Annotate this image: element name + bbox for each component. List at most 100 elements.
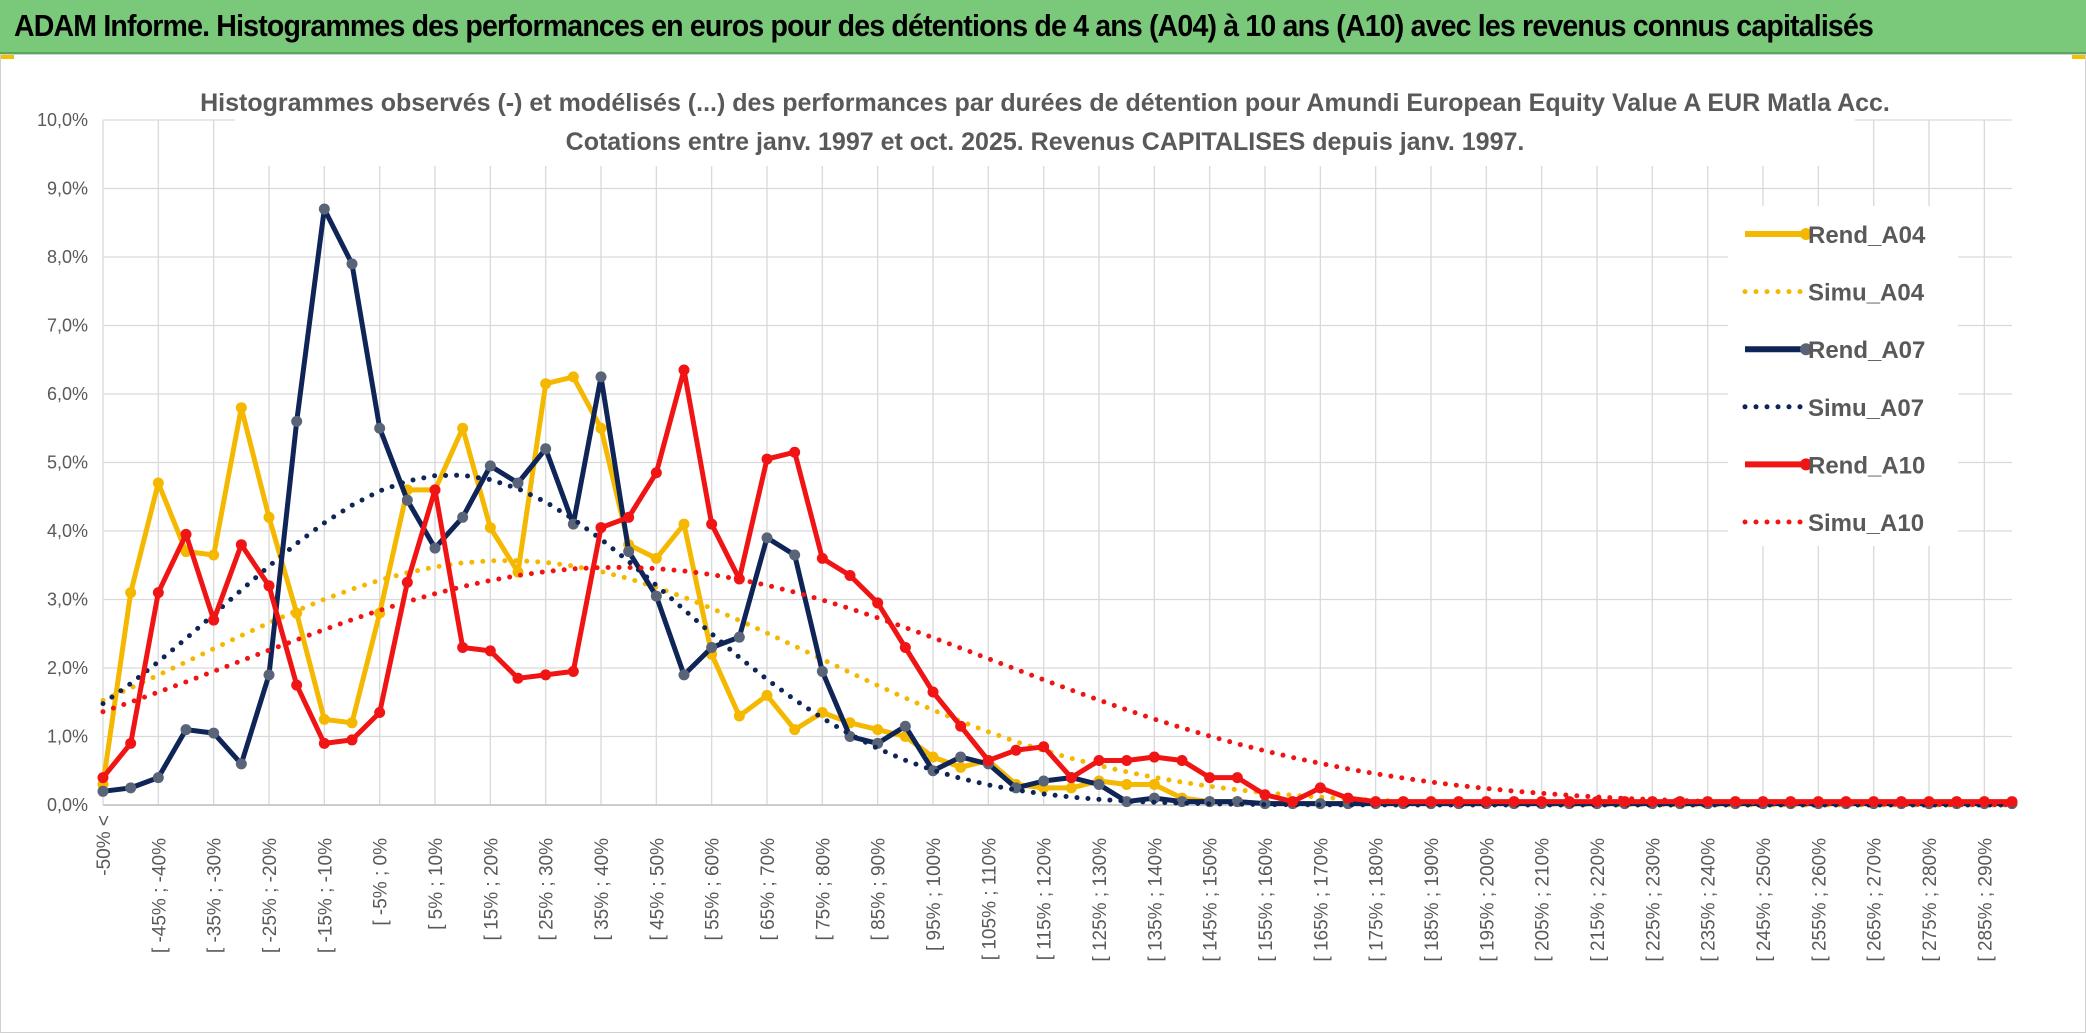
- data-point: [1425, 796, 1437, 808]
- data-point: [235, 758, 247, 770]
- data-point: [263, 511, 275, 523]
- header-banner: ADAM Informe. Histogrammes des performan…: [0, 0, 2086, 54]
- data-point: [927, 686, 939, 698]
- y-tick-label: 6,0%: [47, 384, 88, 404]
- data-point: [374, 707, 386, 719]
- data-point: [1453, 796, 1465, 808]
- data-point: [484, 460, 496, 472]
- x-tick-label: [ 45% ; 50%: [647, 838, 668, 941]
- series-line-rend-a04: [100, 374, 2012, 807]
- data-point: [955, 761, 967, 773]
- legend-label: Rend_A04: [1808, 222, 1926, 249]
- title-background: [235, 80, 1855, 166]
- data-point: [401, 494, 413, 506]
- data-point: [318, 713, 330, 725]
- series-line-simu-a04: [100, 558, 2015, 808]
- data-point: [789, 549, 801, 561]
- data-point: [1121, 778, 1133, 790]
- data-point: [457, 511, 469, 523]
- data-point: [1563, 796, 1575, 808]
- y-tick-label: 1,0%: [47, 727, 88, 747]
- x-tick-label: [ 265% ; 270%: [1865, 838, 1886, 962]
- data-point: [1785, 796, 1797, 808]
- data-point: [1176, 754, 1188, 766]
- data-point: [374, 422, 386, 434]
- data-point: [125, 587, 137, 599]
- chart-title-line-1: Histogrammes observés (-) et modélisés (…: [200, 89, 1890, 117]
- chart-title-line-2: Cotations entre janv. 1997 et oct. 2025.…: [566, 128, 1525, 156]
- x-tick-label: -50% <: [94, 815, 115, 876]
- data-point: [650, 552, 662, 564]
- data-point: [872, 597, 884, 609]
- legend-marker: [1800, 228, 1812, 240]
- data-point: [595, 371, 607, 383]
- y-tick-label: 2,0%: [47, 658, 88, 678]
- x-axis: -50% < [ -45% ; -40% [ -35% ; -30% [ -25% ;…: [94, 815, 1996, 962]
- x-tick-label: [ 105% ; 110%: [979, 838, 1000, 960]
- x-tick-label: [ 85% ; 90%: [869, 838, 890, 941]
- x-tick-label: [ 5% ; 10%: [426, 838, 447, 930]
- data-point: [429, 484, 441, 496]
- x-tick-label: [ -5% ; 0%: [371, 838, 392, 926]
- x-tick-label: [ 15% ; 20%: [481, 838, 502, 941]
- data-point: [1093, 754, 1105, 766]
- data-point: [457, 422, 469, 434]
- banner-title: ADAM Informe. Histogrammes des performan…: [14, 8, 1874, 43]
- data-point: [982, 754, 994, 766]
- grid-layer: [102, 119, 2012, 806]
- data-point: [512, 477, 524, 489]
- data-point: [733, 710, 745, 722]
- data-point: [1204, 772, 1216, 784]
- x-tick-label: [ -15% ; -10%: [315, 838, 336, 953]
- data-point: [1895, 796, 1907, 808]
- y-tick-label: 7,0%: [47, 316, 88, 336]
- data-point: [1065, 782, 1077, 794]
- data-point: [1259, 789, 1271, 801]
- data-point: [816, 665, 828, 677]
- x-tick-label: [ 95% ; 100%: [924, 838, 945, 951]
- data-point: [484, 645, 496, 657]
- data-point: [761, 689, 773, 701]
- data-point: [733, 631, 745, 643]
- data-point: [2006, 796, 2018, 808]
- data-point: [152, 772, 164, 784]
- data-point: [1480, 796, 1492, 808]
- data-point: [235, 402, 247, 414]
- data-point: [180, 528, 192, 540]
- data-point: [650, 467, 662, 479]
- data-point: [678, 364, 690, 376]
- y-axis: 0,0% 1,0% 2,0% 3,0% 4,0% 5,0% 6,0% 7,0% 8,0% 9,0%…: [37, 110, 88, 815]
- x-tick-label: [ 225% ; 230%: [1643, 838, 1664, 962]
- x-tick-label: [ 135% ; 140%: [1145, 838, 1166, 962]
- data-point: [208, 727, 220, 739]
- y-tick-label: 0,0%: [47, 795, 88, 815]
- data-point: [346, 258, 358, 270]
- data-point: [761, 532, 773, 544]
- data-point: [899, 720, 911, 732]
- data-point: [346, 734, 358, 746]
- data-point: [1287, 796, 1299, 808]
- x-tick-label: [ 185% ; 190%: [1422, 838, 1443, 962]
- x-tick-label: [ 75% ; 80%: [813, 838, 834, 941]
- data-point: [1093, 778, 1105, 790]
- data-point: [567, 371, 579, 383]
- data-point: [955, 720, 967, 732]
- legend-label: Simu_A07: [1808, 395, 1924, 422]
- data-point: [263, 580, 275, 592]
- data-point: [816, 552, 828, 564]
- data-point: [1038, 775, 1050, 787]
- legend-label: Rend_A07: [1808, 337, 1925, 364]
- data-point: [1148, 751, 1160, 763]
- data-point: [125, 782, 137, 794]
- data-point: [318, 737, 330, 749]
- series-layer: [97, 203, 2018, 810]
- x-tick-label: [ 195% ; 200%: [1477, 838, 1498, 962]
- x-tick-label: [ 115% ; 120%: [1035, 838, 1056, 960]
- legend-box: [1728, 206, 1958, 546]
- x-tick-label: [ 125% ; 130%: [1090, 838, 1111, 962]
- x-tick-label: [ 155% ; 160%: [1256, 838, 1277, 962]
- x-tick-label: [ -45% ; -40%: [149, 838, 170, 953]
- y-tick-label: 4,0%: [47, 521, 88, 541]
- data-point: [955, 751, 967, 763]
